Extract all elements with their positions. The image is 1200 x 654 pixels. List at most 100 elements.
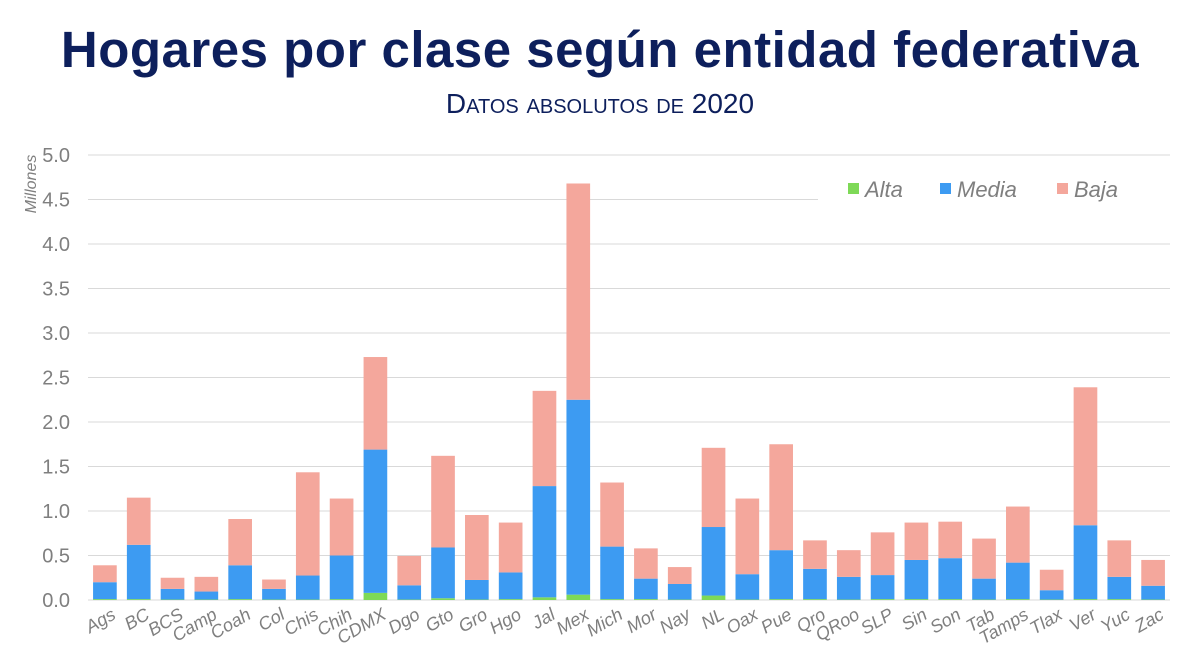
bar-media-tlax — [1039, 590, 1064, 600]
bar-baja-bc — [126, 497, 151, 545]
bar-media-chih — [329, 555, 354, 600]
bar-baja-tlax — [1039, 569, 1064, 591]
bar-media-mich — [600, 546, 624, 600]
y-tick-label: 4.5 — [42, 190, 70, 212]
x-tick-label: Jal — [528, 604, 560, 634]
bar-alta-pue — [769, 599, 793, 600]
bar-media-col — [262, 588, 286, 600]
bar-media-zac — [1141, 585, 1165, 600]
bar-alta-coah — [228, 599, 252, 600]
chart-subtitle: Datos absolutos de 2020 — [445, 88, 755, 119]
bar-baja-bcs — [160, 577, 185, 589]
legend-swatch-alta — [848, 183, 859, 194]
x-tick-label: SLP — [857, 604, 896, 638]
bar-baja-yuc — [1107, 540, 1132, 577]
bar-baja-tamps — [1006, 506, 1030, 563]
y-tick-label: 4.0 — [42, 234, 70, 256]
bar-alta-mor — [634, 599, 658, 600]
bar-baja-nl — [701, 447, 726, 528]
bar-media-ver — [1073, 525, 1098, 600]
bar-alta-tamps — [1006, 599, 1030, 600]
bar-baja-qro — [803, 540, 827, 569]
bar-alta-slp — [870, 599, 895, 600]
bar-media-dgo — [397, 585, 422, 600]
bar-baja-qroo — [836, 550, 861, 577]
bar-media-slp — [870, 575, 895, 600]
bar-baja-son — [938, 521, 963, 559]
bar-baja-mich — [600, 482, 624, 547]
bar-baja-dgo — [397, 555, 422, 586]
x-tick-label: Dgo — [385, 604, 424, 638]
x-tick-label: Mich — [583, 604, 626, 640]
x-tick-label: Tlax — [1026, 604, 1066, 639]
bar-baja-chis — [295, 472, 320, 576]
bars — [93, 183, 1165, 600]
bar-alta-mex — [566, 594, 591, 600]
bar-media-nay — [667, 583, 692, 600]
x-tick-label: Ver — [1066, 604, 1101, 635]
bar-media-tab — [972, 578, 996, 600]
legend-background — [818, 172, 1170, 202]
legend-swatch-baja — [1057, 183, 1068, 194]
bar-media-jal — [532, 486, 557, 598]
bar-baja-jal — [532, 390, 557, 487]
bar-baja-coah — [228, 519, 252, 566]
bar-media-qro — [803, 568, 827, 600]
legend: Alta Media Baja — [818, 172, 1170, 202]
y-tick-label: 0.0 — [42, 590, 70, 612]
bar-baja-mor — [634, 548, 658, 579]
bar-alta-son — [938, 599, 963, 600]
y-tick-label: 1.0 — [42, 501, 70, 523]
bar-media-mex — [566, 399, 591, 595]
y-tick-label: 3.0 — [42, 323, 70, 345]
bar-baja-nay — [667, 567, 692, 584]
bar-media-oax — [735, 574, 760, 600]
legend-label-alta: Alta — [863, 177, 903, 202]
x-tick-label: Yuc — [1097, 604, 1133, 637]
bar-baja-tab — [972, 538, 996, 579]
x-tick-label: Son — [926, 604, 964, 637]
x-tick-label: Gto — [422, 604, 457, 636]
x-tick-label: Hgo — [486, 604, 525, 638]
y-tick-label: 3.5 — [42, 279, 70, 301]
y-axis-label: Millones — [23, 155, 40, 214]
bar-media-tamps — [1006, 562, 1030, 600]
bar-baja-pue — [769, 444, 793, 551]
bar-baja-zac — [1141, 559, 1165, 586]
bar-alta-ver — [1073, 599, 1098, 600]
x-tick-label: Oax — [723, 604, 762, 638]
bar-baja-ags — [93, 565, 117, 583]
x-tick-label: Coah — [207, 604, 254, 643]
bar-baja-slp — [870, 532, 895, 576]
x-tick-label: Ags — [81, 604, 119, 637]
bar-media-pue — [769, 550, 793, 600]
y-tick-label: 2.0 — [42, 412, 70, 434]
bar-alta-jal — [532, 597, 557, 600]
y-tick-label: 0.5 — [42, 546, 70, 568]
bar-baja-sin — [904, 522, 929, 560]
bar-media-coah — [228, 565, 252, 600]
bar-media-cdmx — [363, 449, 388, 593]
bar-baja-hgo — [498, 522, 523, 573]
bar-alta-qro — [803, 599, 827, 600]
bar-alta-mich — [600, 599, 624, 600]
bar-alta-ags — [93, 599, 117, 600]
legend-swatch-media — [940, 183, 951, 194]
bar-media-mor — [634, 578, 658, 600]
x-tick-label: Zac — [1130, 604, 1167, 637]
bar-media-yuc — [1107, 576, 1132, 600]
bar-media-bc — [126, 544, 151, 600]
bar-alta-nl — [701, 595, 726, 600]
bar-baja-gro — [465, 515, 489, 580]
y-tick-label: 1.5 — [42, 457, 70, 479]
bar-baja-ver — [1073, 387, 1098, 526]
bar-media-qroo — [836, 576, 861, 600]
bar-media-gro — [465, 579, 489, 600]
bar-baja-gto — [431, 455, 455, 548]
chart-title: Hogares por clase según entidad federati… — [60, 21, 1140, 78]
bar-alta-bc — [126, 599, 151, 600]
bar-media-gto — [431, 547, 455, 599]
bar-media-ags — [93, 582, 117, 600]
